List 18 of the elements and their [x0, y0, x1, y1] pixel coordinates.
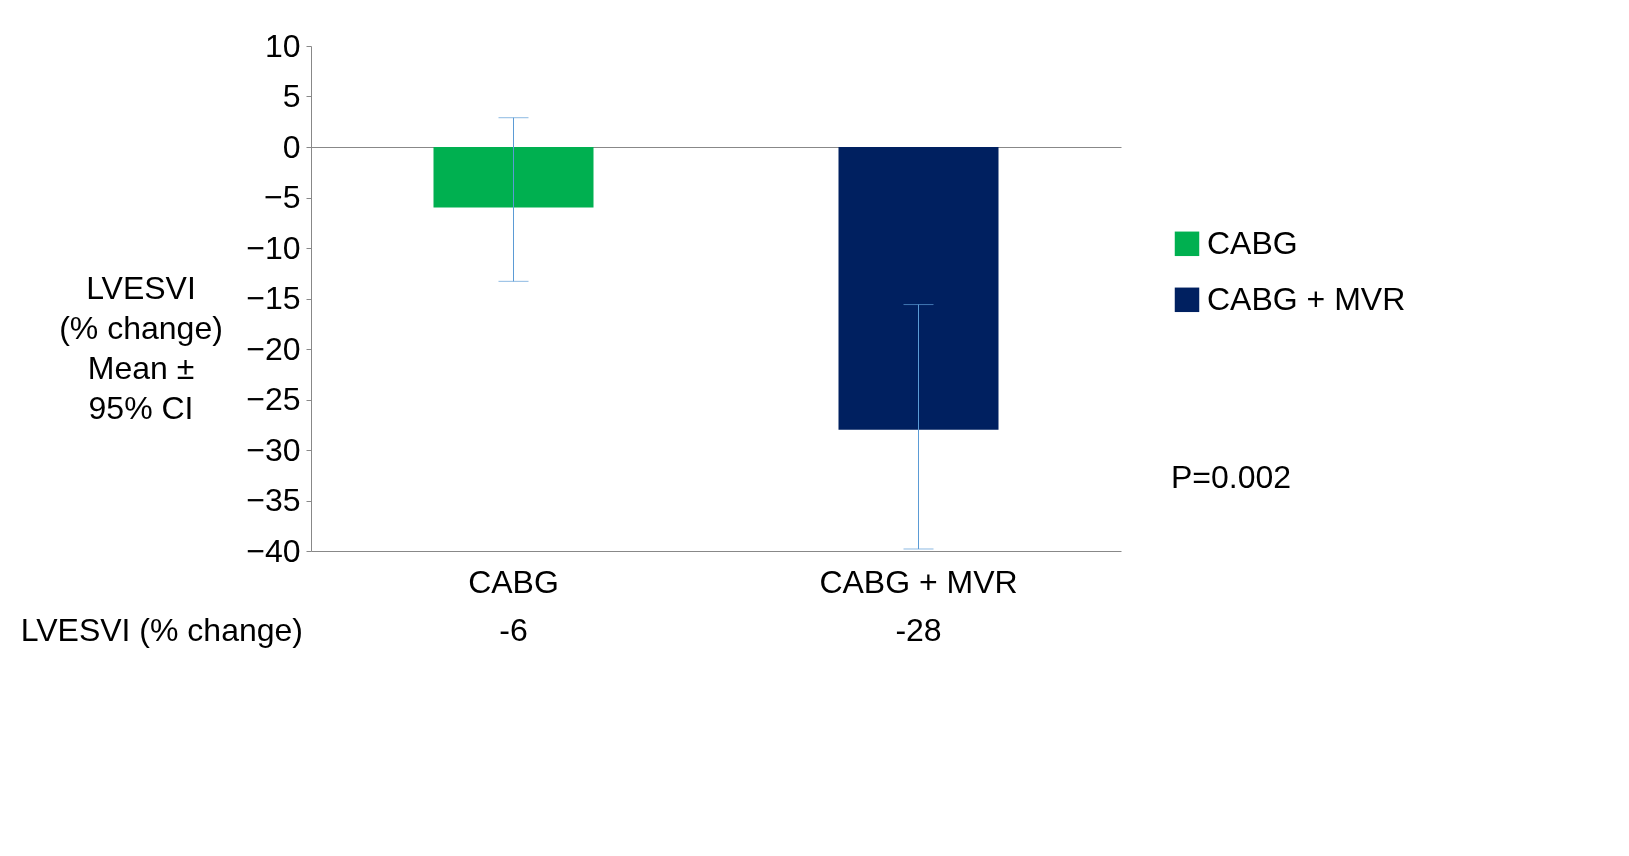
- y-axis-title: LVESVI (% change) Mean ± 95% CI: [59, 269, 223, 426]
- y-tick-label: 10: [264, 27, 301, 64]
- y-tick-label: −40: [246, 532, 301, 569]
- y-tick-label: −25: [246, 381, 301, 417]
- y-tick-label: −15: [246, 280, 301, 316]
- legend-label: CABG: [1207, 224, 1298, 261]
- y-tick-label: −35: [246, 482, 301, 518]
- y-tick-label: −10: [246, 229, 301, 266]
- y-tick-label: −5: [264, 179, 301, 215]
- text: -28: [895, 612, 942, 648]
- text: LVESVI (% change): [20, 612, 303, 648]
- legend-label: CABG + MVR: [1207, 280, 1406, 317]
- y-tick-label: −20: [246, 330, 301, 367]
- y-tick-label: 5: [282, 78, 301, 114]
- text: P=0.002: [1171, 459, 1292, 495]
- text: -6: [499, 612, 528, 648]
- y-tick-label: 0: [282, 128, 301, 165]
- y-tick-label: −30: [246, 431, 301, 468]
